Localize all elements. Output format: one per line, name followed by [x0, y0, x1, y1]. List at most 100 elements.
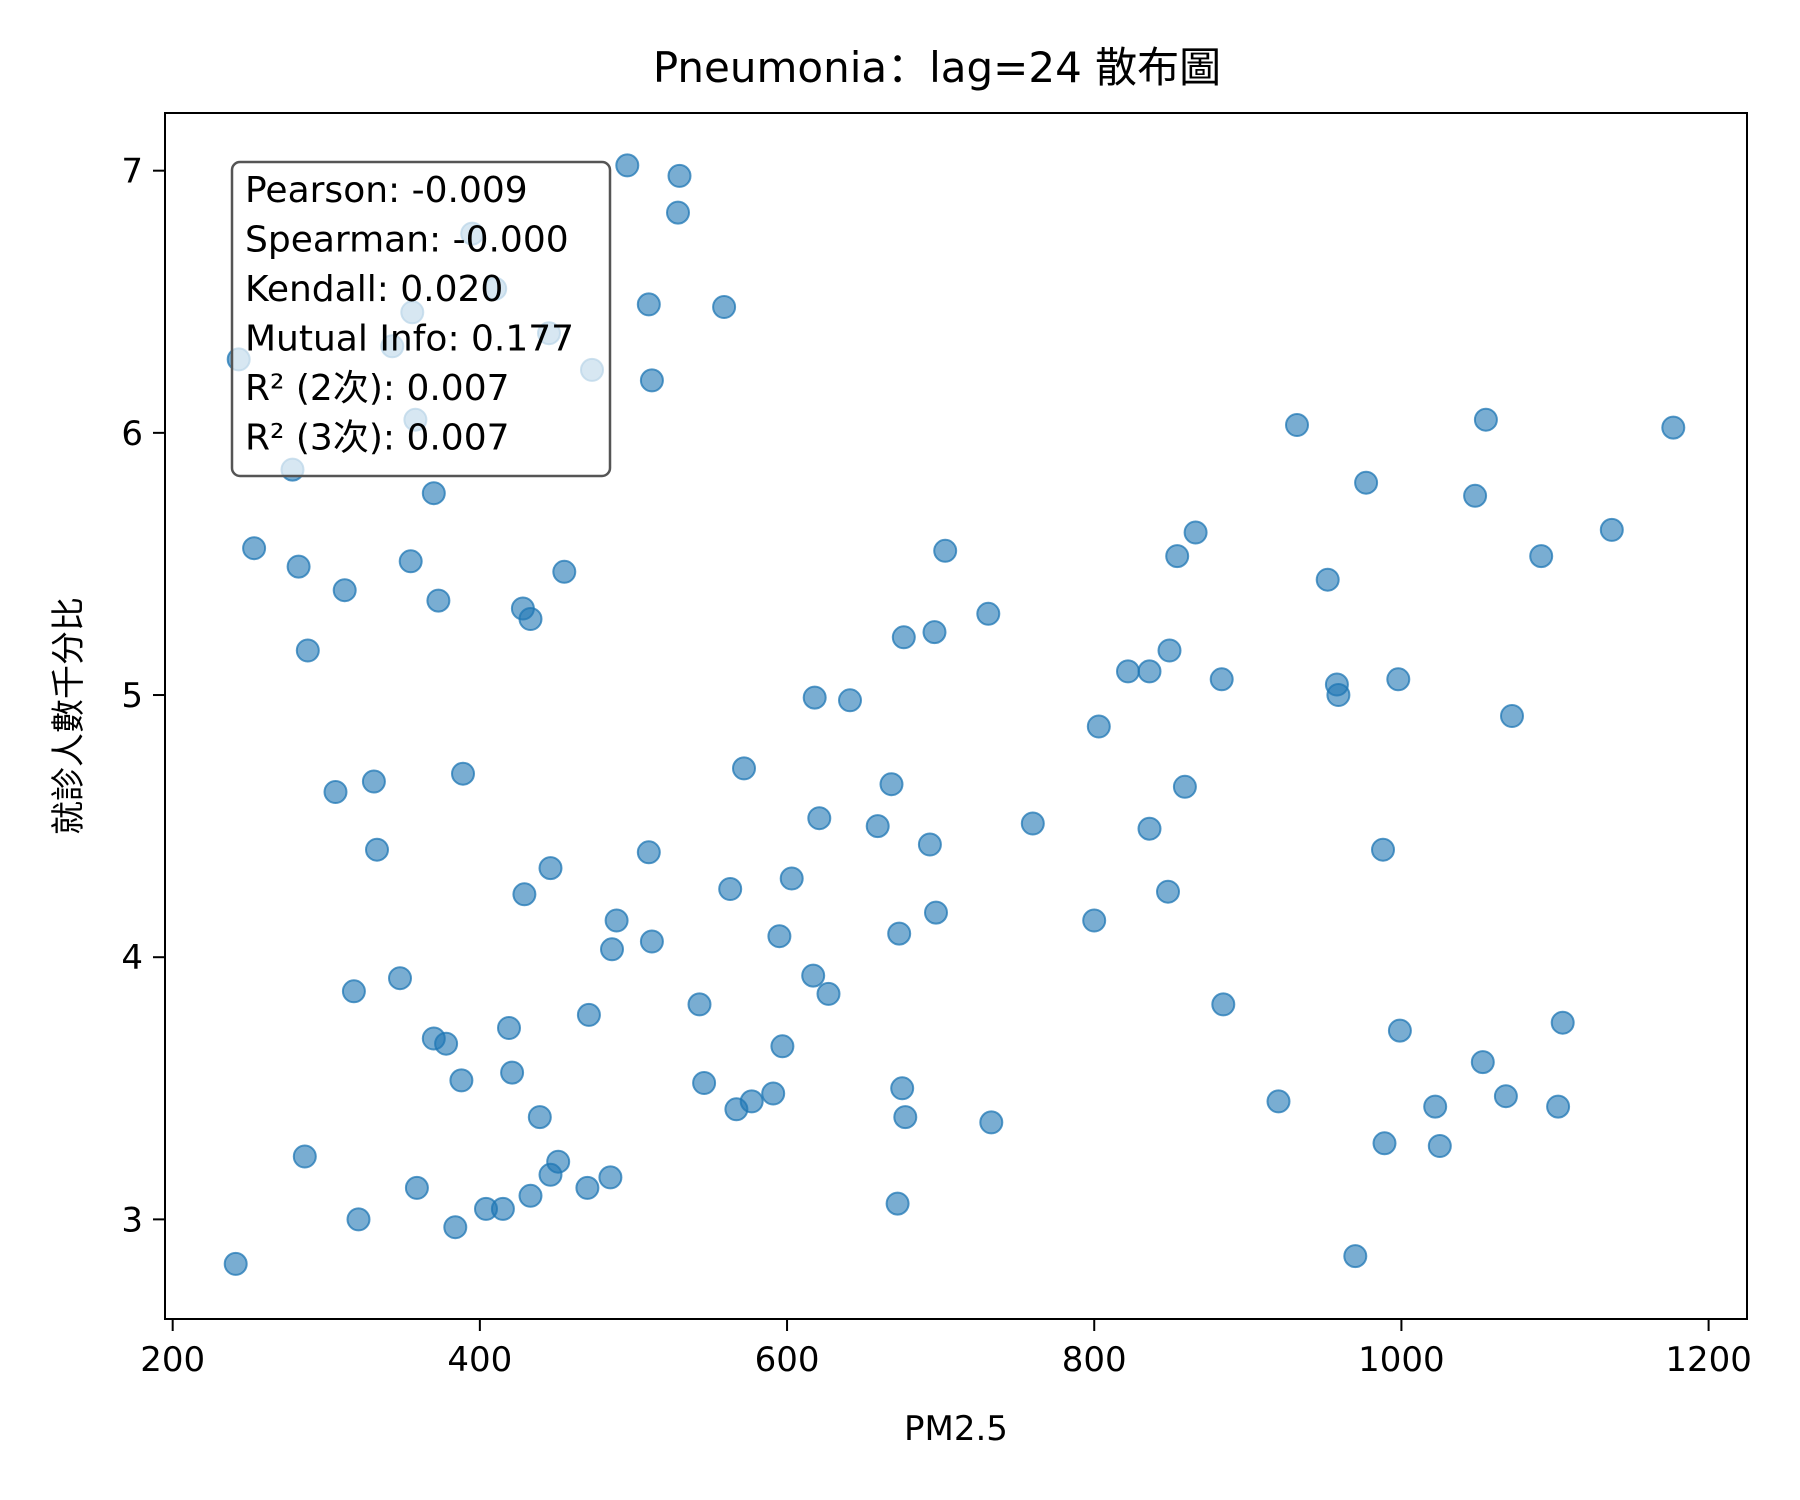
x-tick-label-600: 600	[755, 1340, 820, 1380]
scatter-point-117	[1550, 1010, 1575, 1035]
scatter-point-10	[426, 588, 451, 613]
scatter-point-52	[443, 1215, 468, 1240]
scatter-point-80	[924, 900, 948, 925]
scatter-point-47	[636, 840, 661, 865]
y-tick-label-3: 3	[121, 1200, 143, 1240]
scatter-point-5	[332, 578, 357, 603]
scatter-point-60	[732, 756, 756, 781]
scatter-point-68	[807, 806, 832, 831]
scatter-point-91	[1157, 638, 1182, 663]
scatter-point-84	[1020, 811, 1045, 836]
scatter-point-93	[1172, 774, 1197, 799]
stats-line-5: R² (3次): 0.007	[245, 418, 510, 459]
scatter-point-24	[712, 295, 737, 319]
plot-area	[164, 112, 1748, 1320]
scatter-point-114	[1500, 704, 1524, 728]
scatter-point-92	[1165, 544, 1190, 569]
scatter-point-29	[341, 979, 366, 1004]
x-tick-label-200: 200	[140, 1340, 205, 1380]
scatter-point-35	[500, 1060, 525, 1085]
scatter-point-81	[933, 538, 958, 563]
scatter-point-107	[1387, 1018, 1412, 1043]
y-tick-label-6: 6	[121, 414, 143, 454]
scatter-point-17	[552, 559, 577, 584]
scatter-point-32	[434, 1031, 459, 1056]
scatter-point-30	[388, 966, 412, 991]
stats-lines: Pearson: -0.009 Spearman: -0.000 Kendall: …	[245, 170, 574, 459]
scatter-point-87	[1116, 659, 1140, 684]
scatter-point-51	[404, 1175, 429, 1200]
scatter-point-105	[1343, 1244, 1368, 1269]
scatter-point-44	[598, 1165, 623, 1190]
scatter-point-82	[976, 601, 1001, 626]
scatter-point-112	[1473, 407, 1498, 432]
scatter-point-37	[538, 856, 563, 881]
stats-line-2: Kendall: 0.020	[245, 269, 503, 310]
scatter-point-109	[1427, 1134, 1452, 1158]
scatter-point-21	[666, 200, 690, 225]
scatter-point-67	[801, 963, 826, 988]
scatter-point-70	[838, 688, 862, 713]
stats-line-4: R² (2次): 0.007	[245, 368, 510, 409]
scatter-point-110	[1463, 483, 1488, 508]
scatter-point-20	[667, 163, 692, 188]
scatter-point-77	[885, 1191, 910, 1216]
y-axis-label: 就診人數千分比	[49, 597, 89, 835]
scatter-point-76	[893, 1105, 918, 1130]
scatter-point-25	[323, 780, 348, 804]
scatter-point-38	[527, 1105, 552, 1130]
scatter-point-79	[922, 620, 947, 645]
scatter-point-61	[739, 1089, 764, 1114]
scatter-point-74	[887, 921, 912, 946]
scatter-point-34	[497, 1016, 521, 1040]
stats-line-3: Mutual Info: 0.177	[245, 319, 574, 360]
scatter-point-46	[604, 908, 629, 933]
stats-box-background	[230, 160, 612, 478]
scatter-point-113	[1493, 1084, 1518, 1109]
scatter-point-88	[1137, 659, 1162, 684]
y-tick-label-5: 5	[121, 676, 143, 716]
scatter-point-22	[636, 292, 661, 317]
scatter-point-1	[242, 536, 267, 561]
scatter-point-102	[1354, 470, 1379, 495]
scatter-points	[223, 153, 1686, 1276]
scatter-point-33	[449, 1068, 474, 1093]
scatter-point-101	[1326, 683, 1351, 707]
scatter-point-40	[546, 1149, 571, 1174]
scatter-point-56	[687, 992, 712, 1017]
stats-line-0: Pearson: -0.009	[245, 170, 528, 211]
scatter-point-23	[639, 368, 664, 393]
scatter-point-83	[979, 1110, 1004, 1135]
scatter-point-28	[451, 761, 475, 786]
y-tick-label-7: 7	[121, 152, 143, 192]
scatter-point-104	[1372, 1131, 1397, 1156]
scatter-point-111	[1470, 1050, 1495, 1075]
scatter-point-4	[295, 638, 320, 663]
scatter-point-9	[421, 481, 446, 506]
scatter-point-78	[917, 832, 942, 857]
chart-title: Pneumonia：lag=24 散布圖	[653, 43, 1221, 92]
scatter-point-55	[223, 1251, 248, 1276]
x-tick-label-1000: 1000	[1358, 1340, 1445, 1380]
scatter-point-97	[1266, 1089, 1291, 1114]
scatter-point-36	[512, 882, 537, 907]
scatter-point-41	[518, 1183, 543, 1208]
scatter-point-66	[802, 685, 827, 710]
scatter-point-99	[1315, 567, 1340, 592]
scatter-point-86	[1086, 714, 1111, 739]
scatter-point-11	[398, 549, 423, 574]
scatter-point-95	[1209, 667, 1234, 692]
scatter-point-98	[1285, 413, 1309, 437]
stats-legend-box: Pearson: -0.009 Spearman: -0.000 Kendall: …	[230, 160, 612, 478]
y-axis-ticks: 3 4 5 6 7	[121, 152, 165, 1240]
scatter-point-63	[767, 924, 792, 949]
scatter-point-72	[879, 772, 904, 797]
scatter-point-57	[692, 1071, 717, 1095]
scatter-point-3	[286, 554, 311, 579]
scatter-point-48	[639, 929, 664, 954]
scatter-point-115	[1529, 544, 1554, 569]
x-tick-label-1200: 1200	[1665, 1340, 1752, 1380]
scatter-point-94	[1183, 520, 1208, 545]
x-tick-label-400: 400	[447, 1340, 512, 1380]
